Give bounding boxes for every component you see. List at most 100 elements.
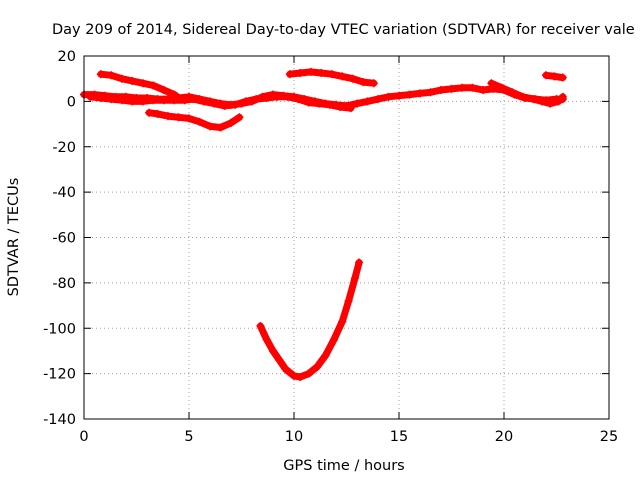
data-point [275, 356, 284, 365]
data-point [296, 69, 305, 78]
data-point [348, 74, 357, 83]
data-point [321, 351, 330, 360]
x-tick-label: 20 [495, 429, 513, 445]
data-point [231, 100, 240, 109]
data-point [487, 79, 496, 88]
series-arc-c [96, 70, 185, 104]
data-point [359, 78, 368, 87]
data-point [283, 92, 292, 101]
data-point [384, 92, 393, 101]
data-point [497, 83, 506, 92]
y-tick-label: -120 [43, 367, 76, 383]
data-point [437, 86, 445, 95]
series-arc-e [285, 67, 378, 88]
data-point [296, 373, 305, 382]
y-tick-label: -40 [52, 185, 76, 201]
y-tick-label: -60 [52, 231, 76, 247]
data-point [159, 96, 168, 105]
data-point [216, 123, 225, 132]
data-point [363, 97, 372, 106]
data-point [336, 103, 345, 112]
axis-ticks: -140 -120 -100 -80 -60 -40 -20 0 20 0 5 10 15 20 25 [43, 49, 618, 445]
data-point [338, 317, 347, 326]
data-point [273, 92, 282, 101]
data-point [149, 96, 158, 105]
data-point [262, 335, 271, 344]
data-point [159, 86, 168, 95]
y-axis-label: SDTVAR / TECUs [6, 178, 22, 297]
data-point [185, 114, 193, 123]
data-point [508, 88, 517, 97]
series-arc-h [256, 258, 364, 382]
data-point [199, 97, 208, 106]
data-point [96, 70, 105, 79]
data-point [395, 91, 403, 100]
y-tick-label: -140 [43, 412, 76, 428]
data-point [149, 81, 158, 90]
data-point [117, 74, 126, 83]
data-point [117, 96, 126, 105]
data-point [479, 86, 487, 95]
data-point [416, 89, 424, 98]
data-point [558, 73, 567, 82]
data-point [145, 108, 154, 117]
data-point [220, 101, 229, 110]
x-axis-label: GPS time / hours [283, 458, 404, 474]
data-point [542, 71, 550, 80]
y-tick-label: -20 [52, 140, 76, 156]
data-point [107, 71, 116, 80]
data-point [164, 112, 172, 121]
data-point [315, 99, 324, 108]
data-series [80, 67, 567, 382]
data-point [317, 69, 326, 78]
series-arc-f [487, 79, 567, 108]
data-point [128, 97, 137, 106]
data-point [346, 104, 355, 113]
x-tick-label: 25 [600, 429, 618, 445]
data-point [426, 88, 435, 97]
data-point [138, 97, 147, 106]
series-band [256, 259, 363, 381]
data-point [304, 98, 313, 107]
y-tick-label: 20 [58, 49, 76, 65]
data-point [554, 97, 563, 106]
data-point [350, 274, 359, 283]
data-point [269, 346, 277, 355]
data-point [174, 113, 183, 122]
data-point [537, 97, 546, 106]
data-point [170, 90, 179, 99]
data-point [369, 79, 378, 88]
data-point [306, 67, 315, 76]
data-point [355, 258, 364, 267]
series-band [145, 109, 243, 131]
data-point [468, 83, 477, 92]
data-point [458, 83, 466, 92]
data-point [96, 93, 105, 102]
x-tick-label: 10 [285, 429, 303, 445]
data-point [338, 72, 347, 81]
data-point [281, 365, 290, 374]
data-point [128, 76, 137, 85]
data-point [529, 95, 538, 104]
data-point [227, 118, 235, 127]
data-point [294, 95, 303, 104]
data-point [210, 99, 219, 108]
series-arc-d [145, 108, 244, 132]
data-point [374, 95, 382, 104]
data-point [86, 92, 95, 101]
series-arc-b [86, 92, 355, 113]
x-tick-label: 15 [390, 429, 408, 445]
data-point [176, 95, 185, 104]
data-point [138, 79, 147, 88]
data-point [558, 92, 567, 101]
data-point [206, 122, 214, 131]
data-point [546, 99, 555, 108]
data-point [241, 97, 250, 106]
x-tick-label: 5 [184, 429, 193, 445]
data-point [262, 93, 271, 102]
data-point [304, 369, 313, 378]
data-point [344, 297, 353, 306]
chart-title: Day 209 of 2014, Sidereal Day-to-day VTE… [52, 22, 635, 38]
data-point [189, 95, 198, 104]
